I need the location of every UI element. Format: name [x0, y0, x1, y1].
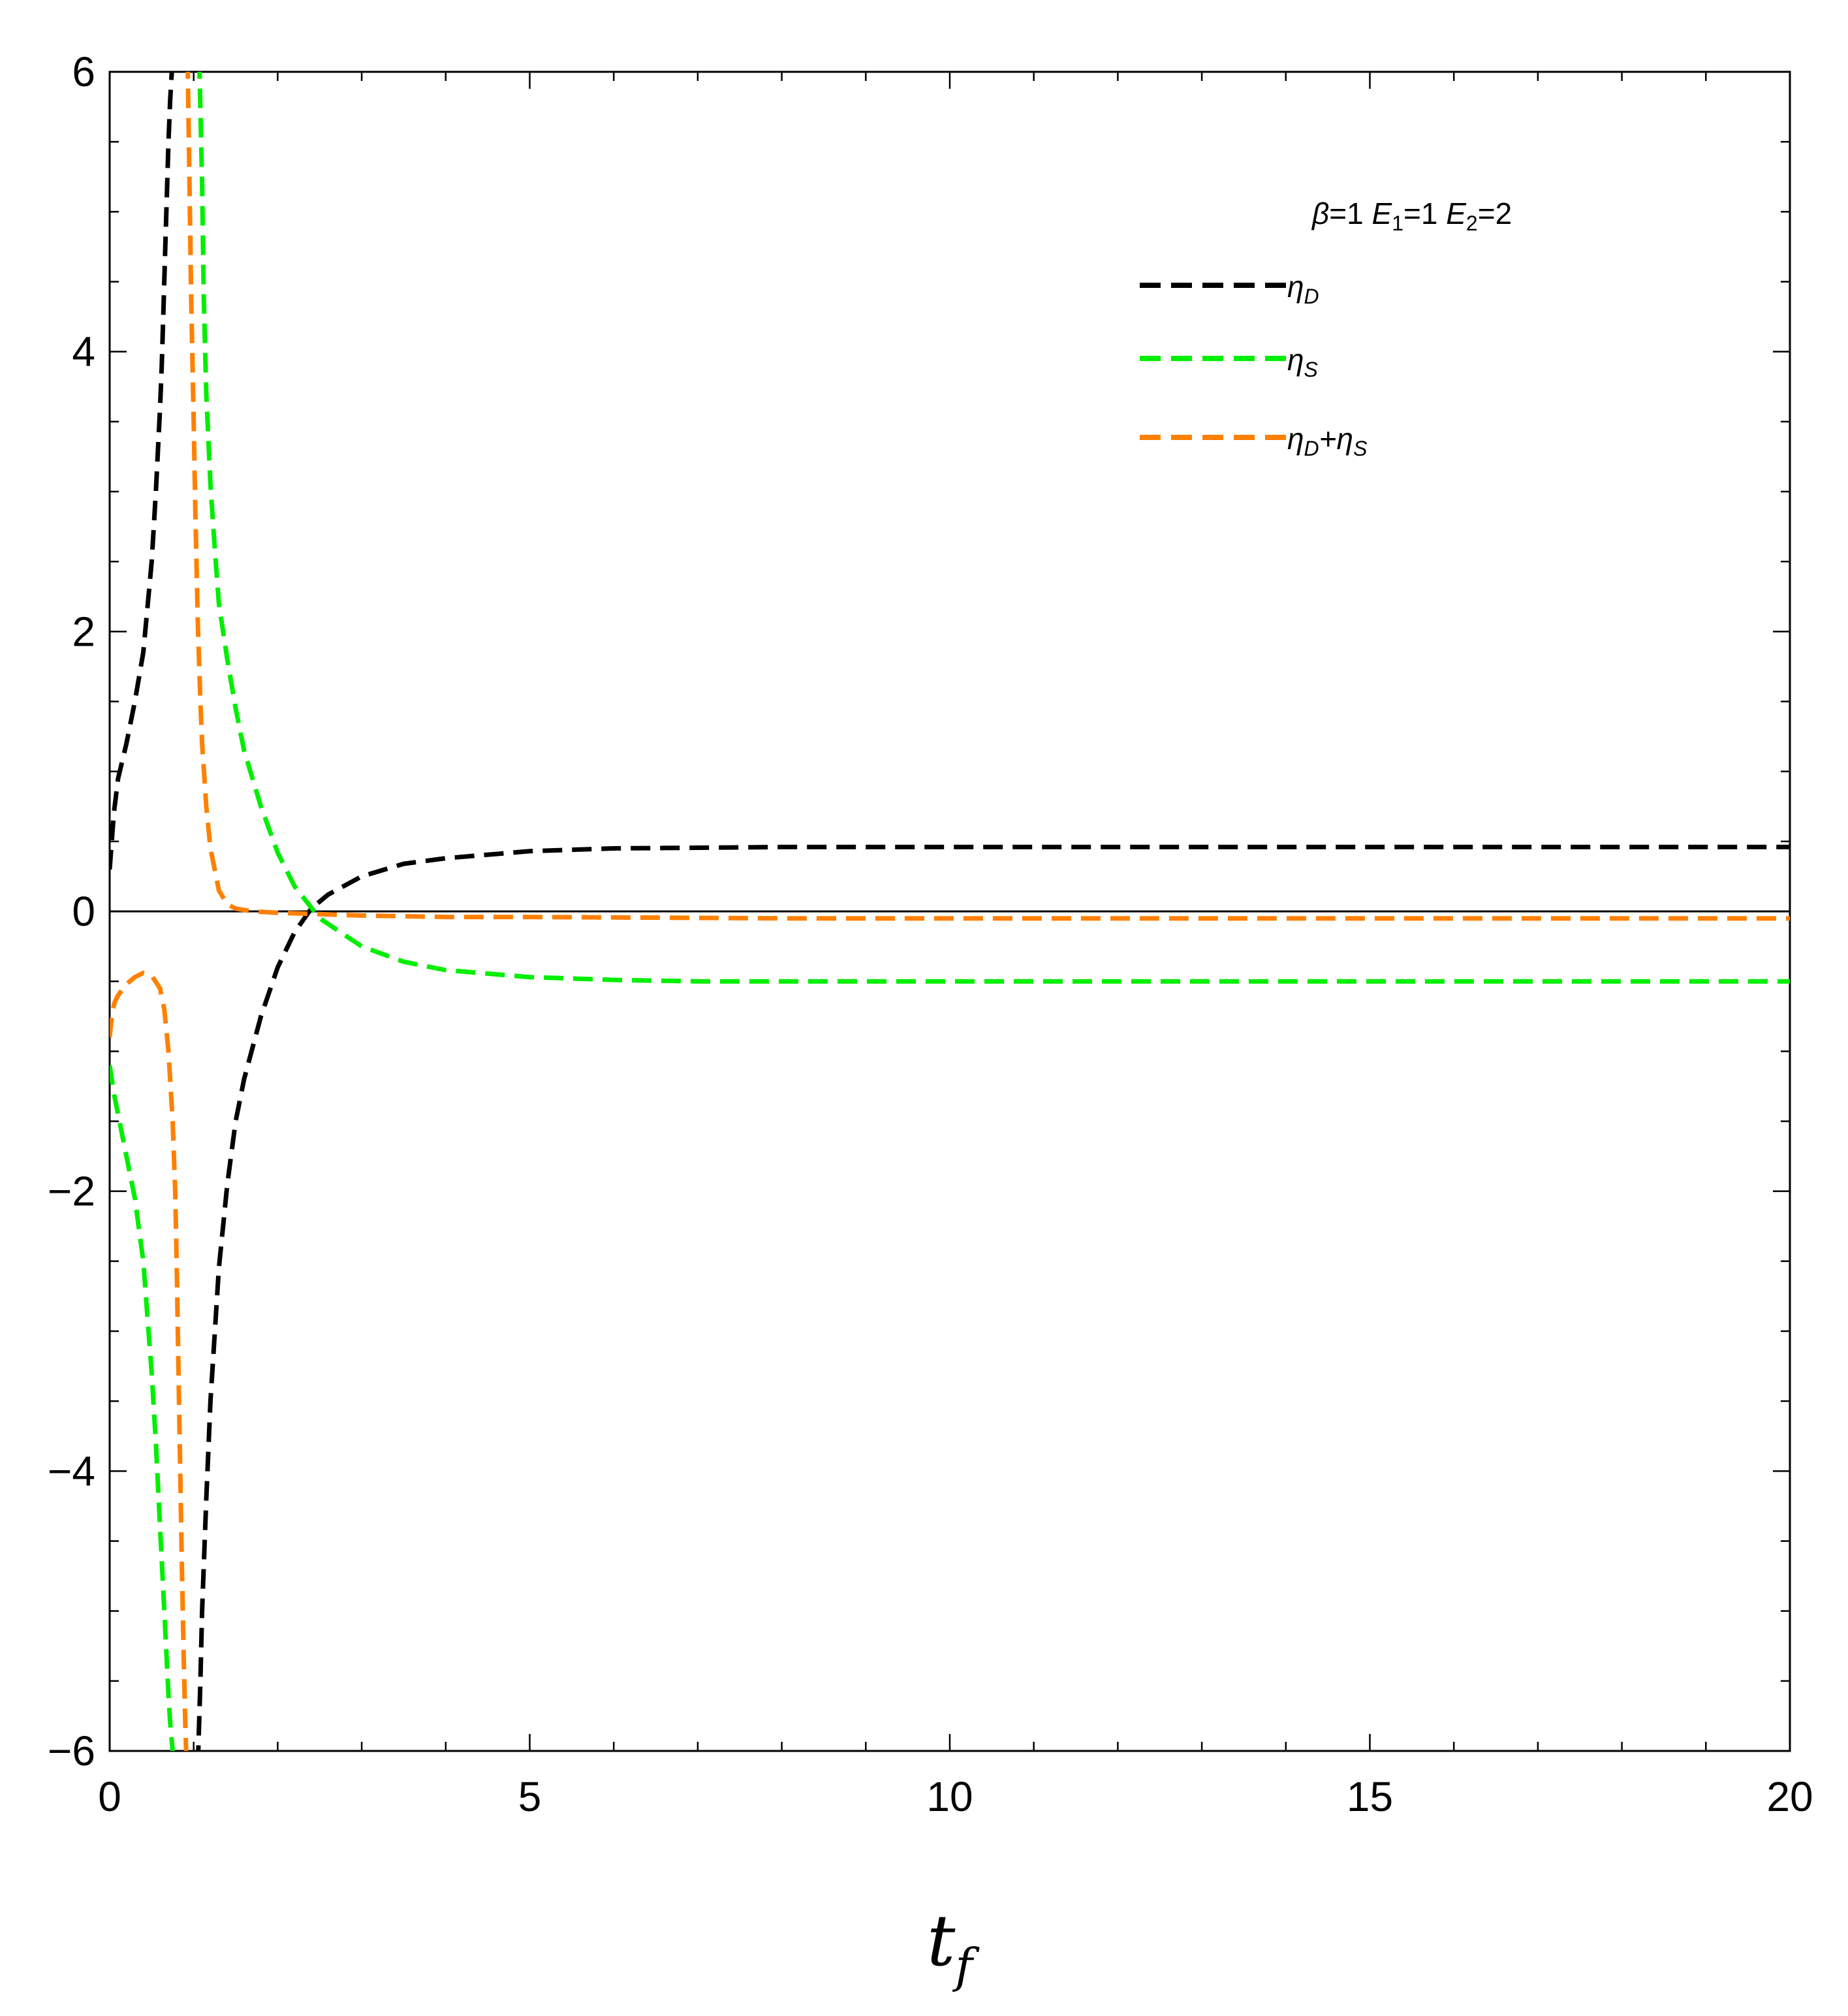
series-layer — [110, 72, 1790, 1751]
axis-ticks — [108, 71, 1791, 1752]
legend: β=1 E1=1 E2=2 ηD ηS ηD+ηS — [1140, 197, 1512, 460]
y-tick-label: 0 — [72, 888, 95, 935]
y-tick-label: −6 — [48, 1727, 95, 1774]
y-tick-label: 2 — [72, 608, 95, 655]
x-tick-label: 15 — [1347, 1773, 1393, 1820]
x-axis-title: tf — [927, 1900, 980, 1993]
series-line-eta-sum — [110, 970, 189, 1751]
tick-labels: 0 5 10 15 20 −6 −4 −2 0 2 4 6 — [48, 48, 1813, 1820]
legend-label-eta-d: ηD — [1287, 270, 1319, 308]
y-tick-label: 6 — [72, 48, 95, 95]
series-line-eta-d — [196, 844, 1790, 1751]
legend-label-eta-sum: ηD+ηS — [1287, 422, 1367, 460]
x-tick-label: 10 — [926, 1773, 973, 1820]
x-tick-label: 20 — [1766, 1773, 1813, 1820]
x-tick-label: 5 — [518, 1773, 542, 1820]
y-tick-label: −2 — [48, 1168, 95, 1215]
series-line-eta-s — [110, 1065, 176, 1751]
series-line-eta-s — [197, 72, 1790, 984]
series-line-eta-d — [110, 72, 174, 870]
legend-parameters: β=1 E1=1 E2=2 — [1311, 197, 1512, 235]
series-line-eta-sum — [185, 72, 1790, 921]
y-tick-label: −4 — [48, 1447, 95, 1494]
y-tick-label: 4 — [72, 328, 95, 375]
x-tick-label: 0 — [98, 1773, 121, 1820]
legend-label-eta-s: ηS — [1287, 343, 1318, 381]
